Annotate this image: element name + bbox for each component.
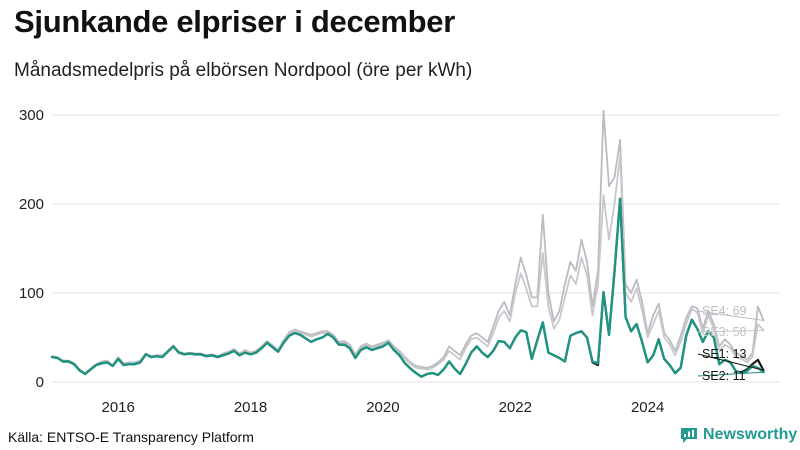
end-label-se4: SE4: 69 <box>702 304 747 318</box>
source-note: Källa: ENTSO-E Transparency Platform <box>8 429 254 445</box>
newsworthy-logo-icon <box>681 427 697 443</box>
grid-lines <box>52 114 780 383</box>
x-tick-label: 2020 <box>366 399 399 416</box>
x-tick-label: 2022 <box>499 399 532 416</box>
brand-logo: Newsworthy <box>680 426 797 444</box>
end-label-leader <box>697 353 765 371</box>
chart-title: Sjunkande elpriser i december <box>14 4 455 39</box>
chart-subtitle: Månadsmedelpris på elbörsen Nordpool (ör… <box>14 60 473 81</box>
series-end-labels: SE4: 69 SE3: 58 SE1: 13 SE2: 11 <box>697 304 765 383</box>
series-line-se4 <box>51 109 765 374</box>
series-line-se3 <box>51 154 765 375</box>
end-label-leader <box>697 371 765 377</box>
axis-ticks: 0 100 200 300 2016 2018 2020 2022 2024 <box>19 107 664 416</box>
series-lines <box>50 109 765 378</box>
x-tick-label: 2018 <box>234 399 267 416</box>
y-tick-label: 0 <box>36 374 44 391</box>
series-line-se1 <box>50 197 765 378</box>
end-label-leader <box>697 329 765 333</box>
x-tick-label: 2024 <box>631 399 664 416</box>
end-label-se2: SE2: 11 <box>702 369 746 383</box>
y-tick-label: 100 <box>19 285 44 302</box>
x-tick-label: 2016 <box>101 399 134 416</box>
end-label-leader <box>697 310 765 322</box>
brand-name: Newsworthy <box>703 426 798 443</box>
end-label-se3: SE3: 58 <box>702 325 747 339</box>
y-tick-label: 200 <box>19 196 44 213</box>
series-line-se2 <box>50 197 765 378</box>
end-label-se1: SE1: 13 <box>702 347 747 361</box>
y-tick-label: 300 <box>19 107 44 124</box>
